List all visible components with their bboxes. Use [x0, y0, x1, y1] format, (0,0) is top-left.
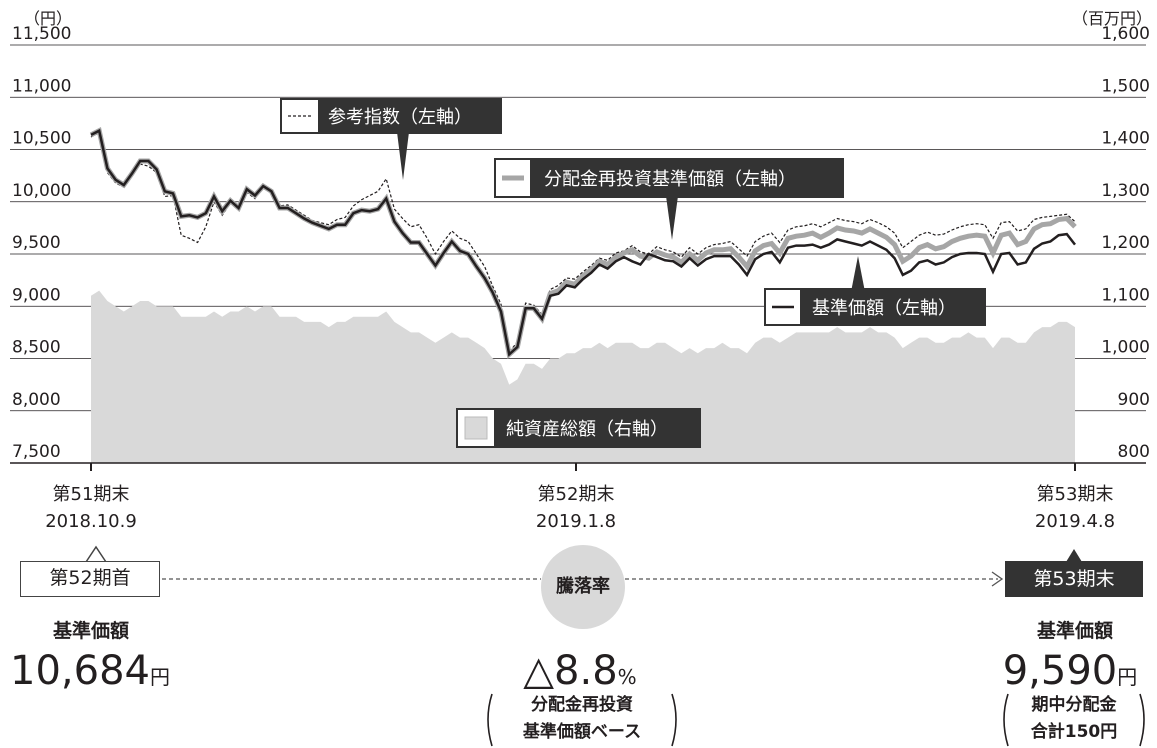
change-rate-circle: 騰落率	[541, 545, 625, 629]
change-unit: %	[617, 665, 637, 689]
start-nav-value: 10,684	[10, 648, 150, 694]
x-label-51-date: 2018.10.9	[45, 511, 137, 532]
right-tick-label: 1,500	[1101, 76, 1150, 96]
legend-reference-index: 参考指数（左軸）	[280, 98, 502, 180]
right-tick-label: 900	[1118, 390, 1150, 410]
end-nav-value-row: 9,590円	[985, 648, 1155, 694]
change-note-brackets	[487, 693, 677, 747]
legend-nav: 基準価額（左軸）	[764, 256, 986, 326]
right-tick-label: 1,200	[1101, 233, 1150, 253]
change-note-line2: 基準価額ベース	[522, 722, 642, 742]
left-tick-label: 8,500	[12, 338, 61, 358]
change-value: △8.8	[523, 648, 618, 694]
legend-reinvested-nav: 分配金再投資基準価額（左軸）	[494, 158, 844, 240]
left-tick-label: 9,000	[12, 285, 61, 305]
end-nav-value: 9,590	[1002, 648, 1118, 694]
right-tick-label: 1,400	[1101, 129, 1150, 149]
end-note-line1: 期中分配金	[1031, 695, 1117, 715]
right-tick-label: 1,100	[1101, 285, 1150, 305]
legend-reference-index-label: 参考指数（左軸）	[328, 107, 472, 128]
left-tick-label: 11,500	[12, 24, 71, 44]
legend-nav-label: 基準価額（左軸）	[812, 298, 956, 319]
nav-line	[90, 128, 1076, 357]
x-label-51-name: 第51期末	[53, 484, 130, 505]
left-axis-unit: （円）	[24, 9, 72, 28]
period-start-box: 第52期首	[20, 561, 160, 597]
end-note-brackets	[1003, 693, 1145, 747]
left-tick-label: 10,000	[12, 181, 71, 201]
end-note: 期中分配金 合計150円	[1004, 692, 1144, 746]
chart: 11,500 11,000 10,500 10,000 9,500 9,000 8,500 8…	[10, 9, 1152, 532]
end-nav-label: 基準価額	[1036, 620, 1113, 642]
right-axis-ticks: 1,600 1,500 1,400 1,300 1,200 1,100 1,000 900 80…	[1101, 24, 1150, 462]
change-note-line1: 分配金再投資	[531, 695, 633, 715]
net-assets-area	[91, 290, 1075, 463]
x-label-52-date: 2019.1.8	[536, 511, 616, 532]
start-nav-value-row: 10,684円	[10, 648, 170, 694]
x-label-53-name: 第53期末	[1037, 484, 1114, 505]
right-axis-unit: （百万円）	[1072, 9, 1152, 28]
legend-net-assets-label: 純資産総額（右軸）	[506, 419, 668, 440]
legend-reinvested-nav-label: 分配金再投資基準価額（左軸）	[544, 169, 796, 190]
x-label-53-date: 2019.4.8	[1035, 511, 1115, 532]
period-end-box: 第53期末	[1005, 561, 1143, 597]
left-tick-label: 8,000	[12, 390, 61, 410]
right-tick-label: 800	[1118, 442, 1150, 462]
right-tick-label: 1,300	[1101, 181, 1150, 201]
left-tick-label: 9,500	[12, 233, 61, 253]
left-tick-label: 10,500	[12, 129, 71, 149]
legend-net-assets: 純資産総額（右軸）	[456, 408, 701, 448]
change-value-row: △8.8%	[470, 648, 690, 694]
end-nav-unit: 円	[1117, 665, 1138, 689]
change-note: 分配金再投資 基準価額ベース	[484, 692, 680, 746]
left-axis-ticks: 11,500 11,000 10,500 10,000 9,500 9,000 8,500 8…	[12, 24, 71, 462]
start-nav-label: 基準価額	[52, 620, 129, 642]
footer-connector	[85, 545, 1082, 587]
end-note-line2: 合計150円	[1030, 722, 1118, 742]
left-tick-label: 11,000	[12, 76, 71, 96]
left-tick-label: 7,500	[12, 442, 61, 462]
x-label-52-name: 第52期末	[538, 484, 615, 505]
right-tick-label: 1,000	[1101, 338, 1150, 358]
right-tick-label: 1,600	[1101, 24, 1150, 44]
start-nav-unit: 円	[149, 665, 170, 689]
